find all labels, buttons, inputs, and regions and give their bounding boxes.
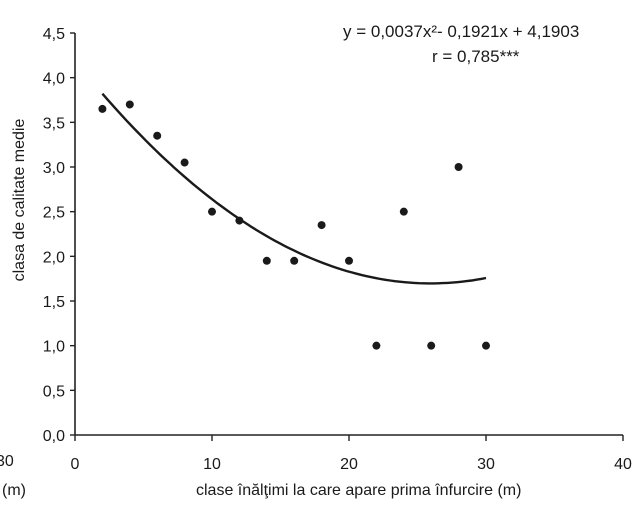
y-tick-label: 1,5 xyxy=(43,294,65,311)
y-tick-label: 0,5 xyxy=(43,383,65,400)
y-axis-label: clasa de calitate medie xyxy=(11,118,28,282)
x-tick-label: 30 xyxy=(477,456,495,473)
regression-equation: y = 0,0037x²- 0,1921x + 4,1903 xyxy=(343,22,580,41)
x-tick-label: 10 xyxy=(203,456,221,473)
adjacent-chart-unit-label: (m) xyxy=(2,482,26,499)
x-tick-label: 0 xyxy=(71,456,80,473)
data-point xyxy=(317,221,326,230)
y-tick-label: 1,0 xyxy=(43,339,65,356)
y-tick-label: 3,5 xyxy=(43,115,65,132)
polynomial-trendline xyxy=(101,92,487,285)
trendline-layer xyxy=(101,92,487,285)
data-point xyxy=(290,256,299,265)
y-tick-label: 3,0 xyxy=(43,160,65,177)
data-point xyxy=(262,256,271,265)
data-point xyxy=(345,256,353,265)
data-point xyxy=(98,104,107,113)
data-point xyxy=(153,131,162,140)
y-tick-label: 4,0 xyxy=(43,71,65,88)
data-point xyxy=(180,158,189,167)
y-tick-label: 2,5 xyxy=(43,205,65,222)
data-point xyxy=(454,163,463,171)
y-tick-label: 0,0 xyxy=(43,428,65,445)
y-tick-label: 2,0 xyxy=(43,249,65,266)
data-point xyxy=(372,341,381,350)
y-tick-label: 4,5 xyxy=(43,26,65,43)
points-layer xyxy=(98,100,490,350)
data-point xyxy=(482,341,490,350)
adjacent-chart-tick-label: 30 xyxy=(0,453,14,470)
data-point xyxy=(125,100,134,109)
axes: 0,0 0,5 1,0 1,5 2,0 2,5 3,0 3,5 4,0 4,5 0 10 20 30 40 xyxy=(43,26,632,473)
data-point xyxy=(235,216,244,225)
x-axis-label: clase înălţimi la care apare prima înfur… xyxy=(196,482,522,499)
correlation-coefficient: r = 0,785*** xyxy=(432,47,520,66)
data-point xyxy=(399,207,408,216)
x-tick-label: 20 xyxy=(340,456,358,473)
data-point xyxy=(208,207,216,216)
x-tick-label: 40 xyxy=(614,456,632,473)
data-point xyxy=(427,341,436,350)
